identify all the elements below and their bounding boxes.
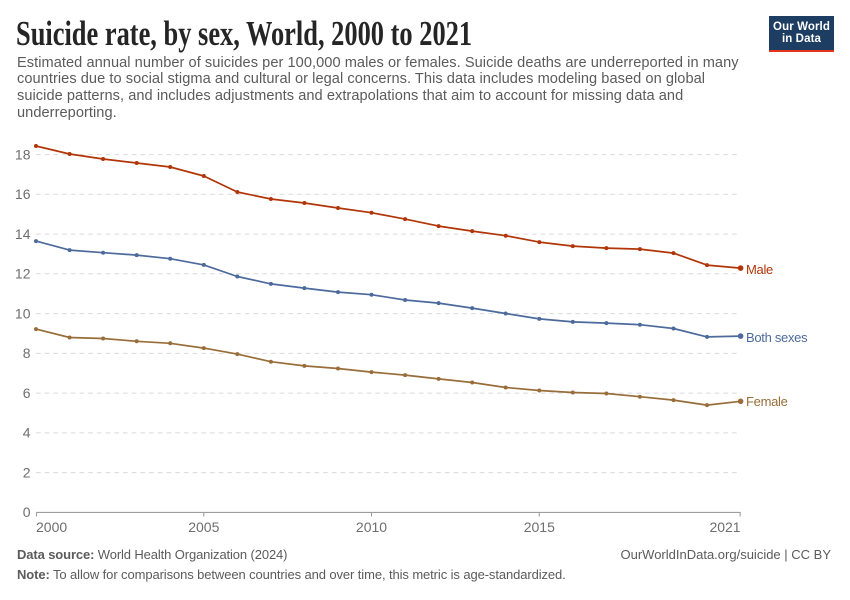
svg-text:4: 4 [23, 425, 31, 441]
svg-text:2005: 2005 [188, 519, 219, 535]
svg-text:6: 6 [23, 385, 31, 401]
svg-text:2015: 2015 [524, 519, 555, 535]
svg-text:2021: 2021 [709, 519, 740, 535]
svg-text:16: 16 [15, 186, 31, 202]
svg-text:2010: 2010 [356, 519, 387, 535]
svg-text:2: 2 [23, 464, 31, 480]
svg-text:8: 8 [23, 345, 31, 361]
svg-text:14: 14 [15, 226, 31, 242]
svg-text:0: 0 [23, 504, 31, 520]
svg-text:12: 12 [15, 266, 31, 282]
svg-text:10: 10 [15, 305, 31, 321]
svg-text:Male: Male [746, 262, 773, 277]
svg-text:18: 18 [15, 146, 31, 162]
svg-text:Both sexes: Both sexes [746, 330, 808, 345]
svg-text:Female: Female [746, 394, 788, 409]
svg-text:2000: 2000 [36, 519, 67, 535]
